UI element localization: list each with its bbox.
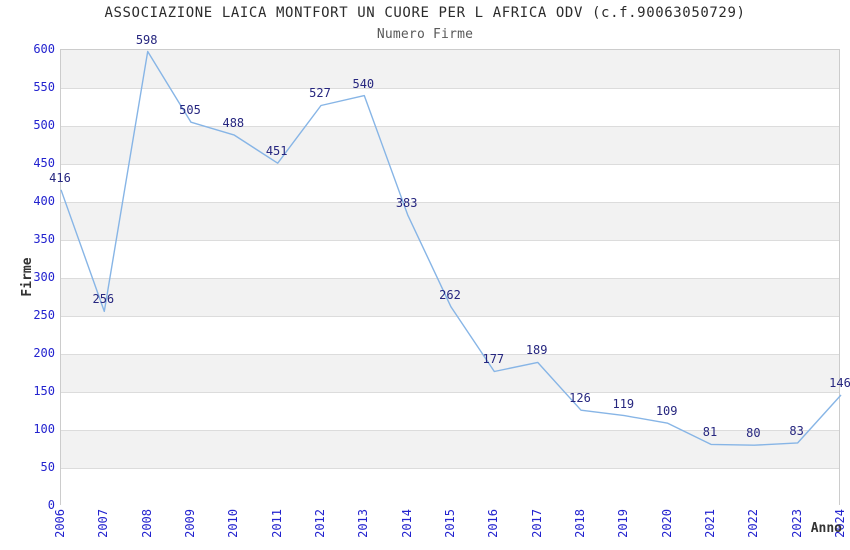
data-point-label: 81 <box>702 425 718 440</box>
y-axis-tick-label: 150 <box>33 384 55 398</box>
data-point-label: 83 <box>789 423 804 438</box>
y-axis-tick-label: 100 <box>33 422 55 436</box>
y-axis-tick-label: 300 <box>33 270 55 284</box>
data-point-label: 146 <box>829 376 850 391</box>
grid-line <box>61 240 839 241</box>
chart-title: ASSOCIAZIONE LAICA MONTFORT UN CUORE PER… <box>104 5 746 21</box>
plot-band <box>61 430 839 468</box>
y-axis-tick-label: 400 <box>33 194 55 208</box>
data-point-label: 126 <box>569 391 591 406</box>
plot-band <box>61 316 839 354</box>
plot-band <box>61 164 839 202</box>
y-axis-tick-label: 600 <box>33 42 55 56</box>
data-point-label: 177 <box>482 352 505 367</box>
x-axis-tick-label: 2014 <box>399 509 414 538</box>
data-point-label: 598 <box>135 32 158 47</box>
grid-line <box>61 468 839 469</box>
plot-band <box>61 88 839 126</box>
x-axis-tick-label: 2008 <box>139 509 154 538</box>
y-axis-tick-label: 250 <box>33 308 55 322</box>
plot-band <box>61 50 839 88</box>
y-axis-tick-label: 200 <box>33 346 55 360</box>
y-axis-tick-label: 0 <box>47 498 55 512</box>
y-axis-tick-label: 350 <box>33 232 55 246</box>
x-axis-tick-label: 2006 <box>53 509 67 538</box>
grid-line <box>61 316 839 317</box>
plot-band <box>61 468 839 506</box>
grid-line <box>61 88 839 89</box>
plot-band <box>61 278 839 316</box>
x-axis-tick-label: 2022 <box>746 509 761 538</box>
y-axis-tick-label: 500 <box>33 118 55 132</box>
data-point-label: 416 <box>49 170 71 185</box>
y-axis-tick-label: 50 <box>40 460 55 474</box>
data-point-label: 488 <box>222 116 245 131</box>
y-axis-title: Firme <box>20 257 35 297</box>
plot-band <box>61 354 839 392</box>
grid-line <box>61 392 839 393</box>
x-axis-tick-label: 2018 <box>573 509 587 538</box>
plot-band <box>61 202 839 240</box>
grid-line <box>61 278 839 279</box>
data-point-label: 80 <box>746 426 761 441</box>
x-axis-tick-label: 2010 <box>226 509 241 538</box>
x-axis-tick-label: 2011 <box>269 509 284 538</box>
plot-band <box>61 126 839 164</box>
x-axis-tick-label: 2017 <box>529 509 544 538</box>
data-point-label: 383 <box>395 195 418 210</box>
chart-subtitle: Numero Firme <box>376 27 474 42</box>
grid-line <box>61 354 839 355</box>
x-axis-tick-label: 2012 <box>313 509 327 538</box>
x-axis-tick-label: 2009 <box>183 509 197 538</box>
x-axis-tick-label: 2019 <box>616 509 631 538</box>
plot-band <box>61 392 839 430</box>
data-point-label: 119 <box>612 396 635 411</box>
y-axis-tick-label: 550 <box>33 80 55 94</box>
x-axis-tick-label: 2015 <box>443 509 457 538</box>
data-point-label: 451 <box>265 144 288 159</box>
plot-area <box>60 49 842 506</box>
y-axis-tick-label: 450 <box>33 156 55 170</box>
grid-line <box>61 430 839 431</box>
x-axis-tick-label: 2020 <box>659 509 674 538</box>
series-polyline <box>60 50 842 446</box>
data-point-label: 540 <box>352 76 375 91</box>
x-axis-title: Anno <box>810 521 842 536</box>
x-axis-tick-label: 2013 <box>356 509 371 538</box>
x-axis-tick-label: 2021 <box>703 509 717 538</box>
data-point-label: 256 <box>92 292 115 307</box>
x-axis-tick-label: 2016 <box>486 509 501 538</box>
x-axis-tick-label: 2007 <box>96 509 111 538</box>
data-point-label: 262 <box>439 287 461 302</box>
line-series <box>60 50 842 446</box>
plot-band <box>61 240 839 278</box>
grid-line <box>61 164 839 165</box>
data-point-label: 505 <box>179 103 201 118</box>
grid-line <box>61 202 839 203</box>
grid-line <box>61 126 839 127</box>
data-point-label: 527 <box>309 86 331 101</box>
data-point-label: 189 <box>525 343 548 358</box>
data-point-label: 109 <box>655 404 678 419</box>
